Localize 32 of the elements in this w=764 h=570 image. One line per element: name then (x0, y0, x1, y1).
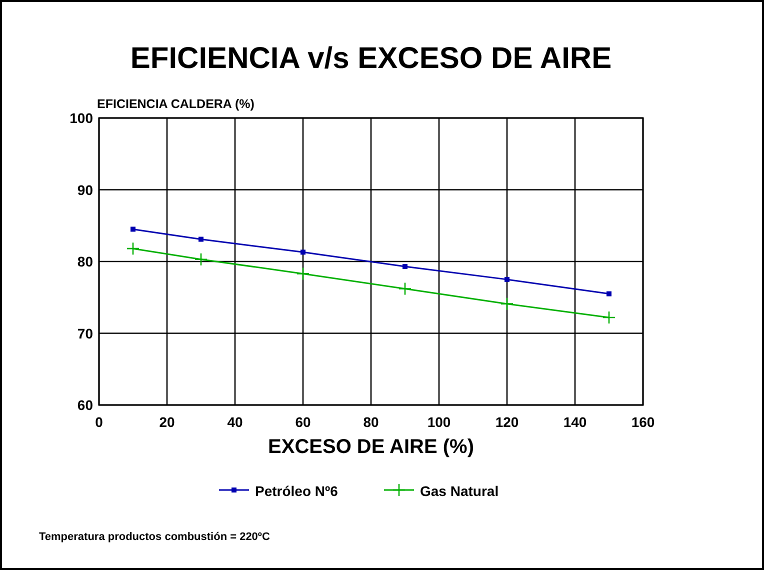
x-tick-label: 0 (95, 414, 104, 430)
point (504, 276, 510, 282)
chart-title: EFICIENCIA v/s EXCESO DE AIRE (130, 42, 612, 75)
point (300, 250, 306, 255)
point (194, 252, 208, 266)
y-tick-label: 80 (77, 254, 94, 270)
point (130, 226, 136, 232)
y-tick-label: 100 (70, 110, 94, 126)
point (296, 267, 310, 280)
y-tick-label: 70 (77, 325, 94, 342)
point (500, 297, 514, 310)
x-tick-label: 60 (295, 414, 311, 430)
x-tick-label: 140 (563, 414, 587, 430)
y-tick-label: 60 (77, 397, 94, 413)
point (402, 264, 408, 270)
y-tick-label: 90 (77, 182, 94, 198)
x-tick-label: 40 (227, 414, 243, 430)
point (606, 291, 612, 296)
point (398, 282, 412, 296)
x-tick-label: 20 (159, 414, 175, 430)
legend-label: Petróleo Nº6 (255, 483, 338, 499)
x-tick-label: 120 (495, 414, 519, 430)
x-tick-label: 100 (427, 414, 451, 430)
x-tick-label: 80 (363, 414, 379, 430)
x-axis-title: EXCESO DE AIRE (%) (268, 436, 474, 458)
point (126, 242, 140, 256)
text: Temperatura productos combustión = 220ºC (39, 531, 270, 543)
y-axis-title: EFICIENCIA CALDERA (%) (97, 97, 254, 111)
x-tick-label: 160 (631, 414, 655, 430)
legend-label: Gas Natural (420, 483, 499, 499)
point (602, 310, 616, 324)
point (198, 236, 204, 242)
